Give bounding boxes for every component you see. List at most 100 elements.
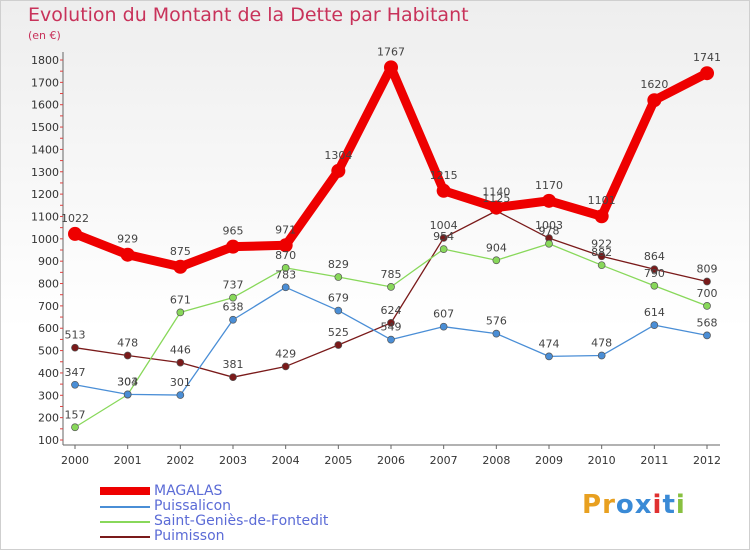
data-point [229, 373, 237, 382]
data-point [542, 193, 556, 208]
y-tick-label: 1200 [31, 188, 59, 201]
data-point [439, 245, 448, 253]
data-point [597, 261, 606, 270]
data-point [650, 321, 659, 329]
logo-letter: P [582, 490, 603, 520]
data-point [176, 308, 185, 317]
data-point [650, 265, 659, 274]
x-tick-label: 2003 [219, 454, 247, 467]
data-label: 870 [275, 249, 296, 262]
y-tick-label: 1700 [31, 76, 59, 89]
x-tick-label: 2001 [114, 454, 142, 467]
data-label: 1003 [535, 219, 563, 232]
data-point [281, 264, 290, 272]
x-tick-label: 2008 [482, 454, 510, 467]
data-point [71, 380, 79, 389]
data-point [123, 351, 132, 360]
data-point [281, 283, 290, 292]
y-tick-label: 1600 [31, 99, 59, 112]
data-label: 1004 [430, 219, 458, 232]
data-label: 790 [644, 267, 665, 280]
data-label: 785 [381, 268, 402, 281]
y-tick-label: 300 [38, 389, 59, 402]
x-tick-label: 2006 [377, 454, 405, 467]
data-label: 864 [644, 250, 665, 263]
data-point [489, 200, 504, 215]
data-point [334, 306, 343, 315]
y-tick-label: 1100 [31, 210, 59, 223]
data-label: 474 [539, 337, 560, 350]
data-point [71, 423, 79, 432]
x-tick-label: 2007 [430, 454, 458, 467]
legend-label: Puissalicon [154, 498, 232, 514]
y-tick-label: 200 [38, 412, 59, 425]
data-label: 671 [170, 293, 191, 306]
y-tick-label: 1400 [31, 143, 59, 156]
data-point [334, 341, 343, 349]
data-point [281, 362, 290, 371]
data-label: 1101 [588, 194, 616, 207]
data-point [71, 343, 79, 352]
data-label: 783 [275, 268, 296, 281]
data-point [703, 302, 711, 310]
data-point [387, 335, 395, 344]
data-point [439, 322, 448, 331]
y-tick-label: 1500 [31, 121, 59, 134]
data-point [492, 329, 501, 338]
data-label: 304 [117, 375, 138, 388]
data-label: 1620 [640, 78, 668, 91]
x-tick-label: 2002 [166, 454, 194, 467]
y-tick-label: 1000 [31, 233, 59, 246]
data-label: 965 [223, 225, 244, 238]
data-label: 1741 [693, 51, 721, 64]
data-label: 478 [117, 337, 138, 350]
data-label: 882 [591, 246, 612, 259]
data-label: 614 [644, 306, 665, 319]
legend-swatch [100, 536, 150, 538]
data-label: 809 [697, 263, 718, 276]
data-point [278, 238, 293, 253]
logo-letter: i [675, 490, 686, 520]
data-label: 1140 [482, 186, 510, 199]
data-point [545, 352, 553, 361]
y-tick-label: 400 [38, 367, 59, 380]
data-label: 904 [486, 241, 507, 254]
legend-swatch [100, 506, 150, 508]
data-label: 446 [170, 344, 191, 357]
data-point [384, 60, 398, 75]
data-point [703, 277, 711, 286]
data-label: 978 [539, 225, 560, 238]
data-label: 513 [65, 329, 86, 342]
data-label: 301 [170, 376, 191, 389]
data-point [68, 226, 82, 241]
logo-letter: r [602, 490, 616, 520]
data-label: 1767 [377, 45, 405, 58]
data-label: 679 [328, 292, 349, 305]
data-point [439, 234, 448, 242]
data-point [334, 273, 343, 281]
y-tick-label: 800 [38, 278, 59, 291]
chart-unit: (en €) [28, 29, 61, 42]
data-label: 624 [381, 304, 402, 317]
data-point [387, 283, 395, 291]
data-label: 607 [433, 308, 454, 321]
data-label: 478 [591, 337, 612, 350]
data-label: 737 [223, 279, 244, 292]
data-label: 525 [328, 326, 349, 339]
proxiti-logo: Proxiti [582, 490, 686, 520]
y-tick-label: 700 [38, 300, 59, 313]
x-tick-label: 2011 [640, 454, 668, 467]
data-label: 954 [433, 230, 454, 243]
logo-letter: x [634, 490, 653, 520]
data-label: 381 [223, 358, 244, 371]
logo-letter: t [662, 490, 676, 520]
data-point [173, 259, 188, 274]
data-label: 1304 [324, 149, 352, 162]
y-tick-label: 100 [38, 434, 59, 447]
legend-label: Puimisson [154, 528, 225, 544]
x-tick-label: 2004 [272, 454, 300, 467]
x-tick-label: 2010 [588, 454, 616, 467]
data-point [545, 239, 553, 248]
data-label: 347 [65, 366, 86, 379]
